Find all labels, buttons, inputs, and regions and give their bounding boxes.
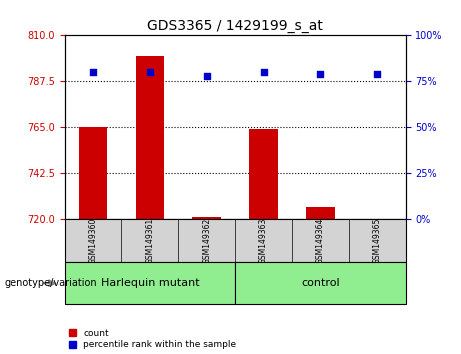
Text: Harlequin mutant: Harlequin mutant <box>100 278 199 288</box>
Point <box>89 69 97 75</box>
Text: GSM149362: GSM149362 <box>202 218 211 264</box>
Bar <box>79 127 107 219</box>
Text: GSM149364: GSM149364 <box>316 217 325 264</box>
Text: GSM149365: GSM149365 <box>373 217 382 264</box>
Point <box>317 71 324 77</box>
Legend: count, percentile rank within the sample: count, percentile rank within the sample <box>69 329 236 349</box>
Title: GDS3365 / 1429199_s_at: GDS3365 / 1429199_s_at <box>147 19 323 33</box>
Text: GSM149360: GSM149360 <box>89 217 97 264</box>
Text: GSM149363: GSM149363 <box>259 217 268 264</box>
Bar <box>65 262 235 304</box>
Text: GSM149361: GSM149361 <box>145 218 154 264</box>
Bar <box>136 56 164 219</box>
Point <box>203 73 210 79</box>
Text: genotype/variation: genotype/variation <box>5 278 97 288</box>
Bar <box>193 217 221 219</box>
Bar <box>306 207 335 219</box>
Bar <box>249 130 278 219</box>
Text: control: control <box>301 278 340 288</box>
Point <box>373 71 381 77</box>
Point <box>260 69 267 75</box>
Bar <box>235 262 406 304</box>
Point <box>146 69 154 75</box>
